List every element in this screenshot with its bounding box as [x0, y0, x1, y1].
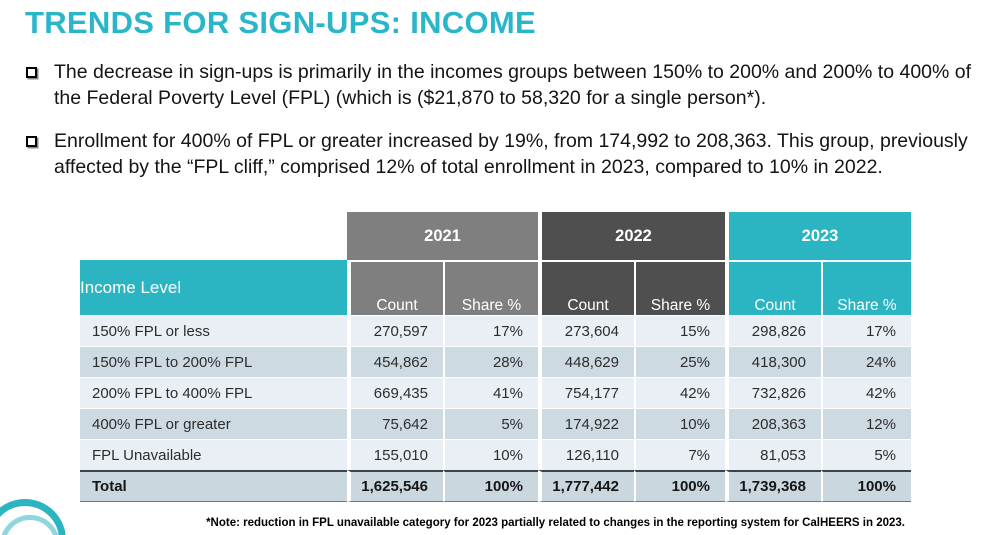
row-label: 150% FPL or less: [80, 315, 347, 346]
table-row: FPL Unavailable 155,010 10% 126,110 7% 8…: [80, 439, 911, 470]
year-header-row: 2021 2022 2023: [80, 212, 911, 260]
row-label: FPL Unavailable: [80, 439, 347, 470]
cell-count-2022: 273,604: [538, 315, 634, 346]
page-title: TRENDS FOR SIGN-UPS: INCOME: [25, 5, 537, 40]
cell-share-2021: 100%: [443, 470, 538, 502]
cell-count-2022: 1,777,442: [538, 470, 634, 502]
cell-share-2022: 15%: [634, 315, 725, 346]
cell-share-2021: 41%: [443, 377, 538, 408]
row-label: Total: [80, 470, 347, 502]
cell-share-2022: 42%: [634, 377, 725, 408]
table-total-row: Total 1,625,546 100% 1,777,442 100% 1,73…: [80, 470, 911, 502]
bullet-square-icon: [26, 135, 37, 147]
cell-count-2022: 754,177: [538, 377, 634, 408]
cell-count-2022: 448,629: [538, 346, 634, 377]
cell-share-2021: 5%: [443, 408, 538, 439]
table-row: 200% FPL to 400% FPL 669,435 41% 754,177…: [80, 377, 911, 408]
table-row: 400% FPL or greater 75,642 5% 174,922 10…: [80, 408, 911, 439]
cell-count-2021: 454,862: [347, 346, 443, 377]
cell-share-2021: 10%: [443, 439, 538, 470]
cell-count-2023: 732,826: [725, 377, 821, 408]
income-trends-table: 2021 2022 2023 Income Level Count Share …: [80, 212, 911, 502]
count-2023-header: Count: [725, 260, 821, 315]
table-row: 150% FPL or less 270,597 17% 273,604 15%…: [80, 315, 911, 346]
cell-share-2022: 25%: [634, 346, 725, 377]
cell-count-2021: 669,435: [347, 377, 443, 408]
cell-share-2021: 17%: [443, 315, 538, 346]
cell-count-2023: 1,739,368: [725, 470, 821, 502]
bullet-text: The decrease in sign-ups is primarily in…: [54, 61, 972, 109]
cell-share-2022: 7%: [634, 439, 725, 470]
year-2021-header: 2021: [347, 212, 538, 260]
row-label: 200% FPL to 400% FPL: [80, 377, 347, 408]
column-header-row: Income Level Count Share % Count Share %…: [80, 260, 911, 315]
cell-count-2021: 155,010: [347, 439, 443, 470]
cell-share-2021: 28%: [443, 346, 538, 377]
bullet-item: The decrease in sign-ups is primarily in…: [24, 60, 972, 112]
footnote: *Note: reduction in FPL unavailable cate…: [206, 517, 905, 529]
cell-count-2021: 270,597: [347, 315, 443, 346]
corner-cell: [80, 212, 347, 260]
covered-california-logo: [0, 499, 66, 535]
cell-share-2022: 10%: [634, 408, 725, 439]
share-2021-header: Share %: [443, 260, 538, 315]
cell-share-2023: 12%: [821, 408, 911, 439]
share-2022-header: Share %: [634, 260, 725, 315]
share-2023-header: Share %: [821, 260, 911, 315]
cell-count-2022: 174,922: [538, 408, 634, 439]
bullet-item: Enrollment for 400% of FPL or greater in…: [24, 129, 972, 181]
cell-count-2022: 126,110: [538, 439, 634, 470]
cell-share-2023: 17%: [821, 315, 911, 346]
cell-share-2023: 100%: [821, 470, 911, 502]
count-2021-header: Count: [347, 260, 443, 315]
row-label: 150% FPL to 200% FPL: [80, 346, 347, 377]
row-label: 400% FPL or greater: [80, 408, 347, 439]
income-level-header: Income Level: [80, 260, 347, 315]
cell-share-2023: 5%: [821, 439, 911, 470]
cell-share-2023: 42%: [821, 377, 911, 408]
cell-count-2023: 418,300: [725, 346, 821, 377]
table-row: 150% FPL to 200% FPL 454,862 28% 448,629…: [80, 346, 911, 377]
cell-share-2022: 100%: [634, 470, 725, 502]
cell-count-2023: 208,363: [725, 408, 821, 439]
bullet-square-icon: [26, 67, 37, 78]
cell-count-2021: 75,642: [347, 408, 443, 439]
cell-count-2023: 81,053: [725, 439, 821, 470]
bullet-text: Enrollment for 400% of FPL or greater in…: [54, 129, 968, 178]
year-2023-header: 2023: [725, 212, 911, 260]
cell-count-2023: 298,826: [725, 315, 821, 346]
cell-count-2021: 1,625,546: [347, 470, 443, 502]
bullet-list: The decrease in sign-ups is primarily in…: [24, 60, 972, 198]
count-2022-header: Count: [538, 260, 634, 315]
cell-share-2023: 24%: [821, 346, 911, 377]
year-2022-header: 2022: [538, 212, 725, 260]
